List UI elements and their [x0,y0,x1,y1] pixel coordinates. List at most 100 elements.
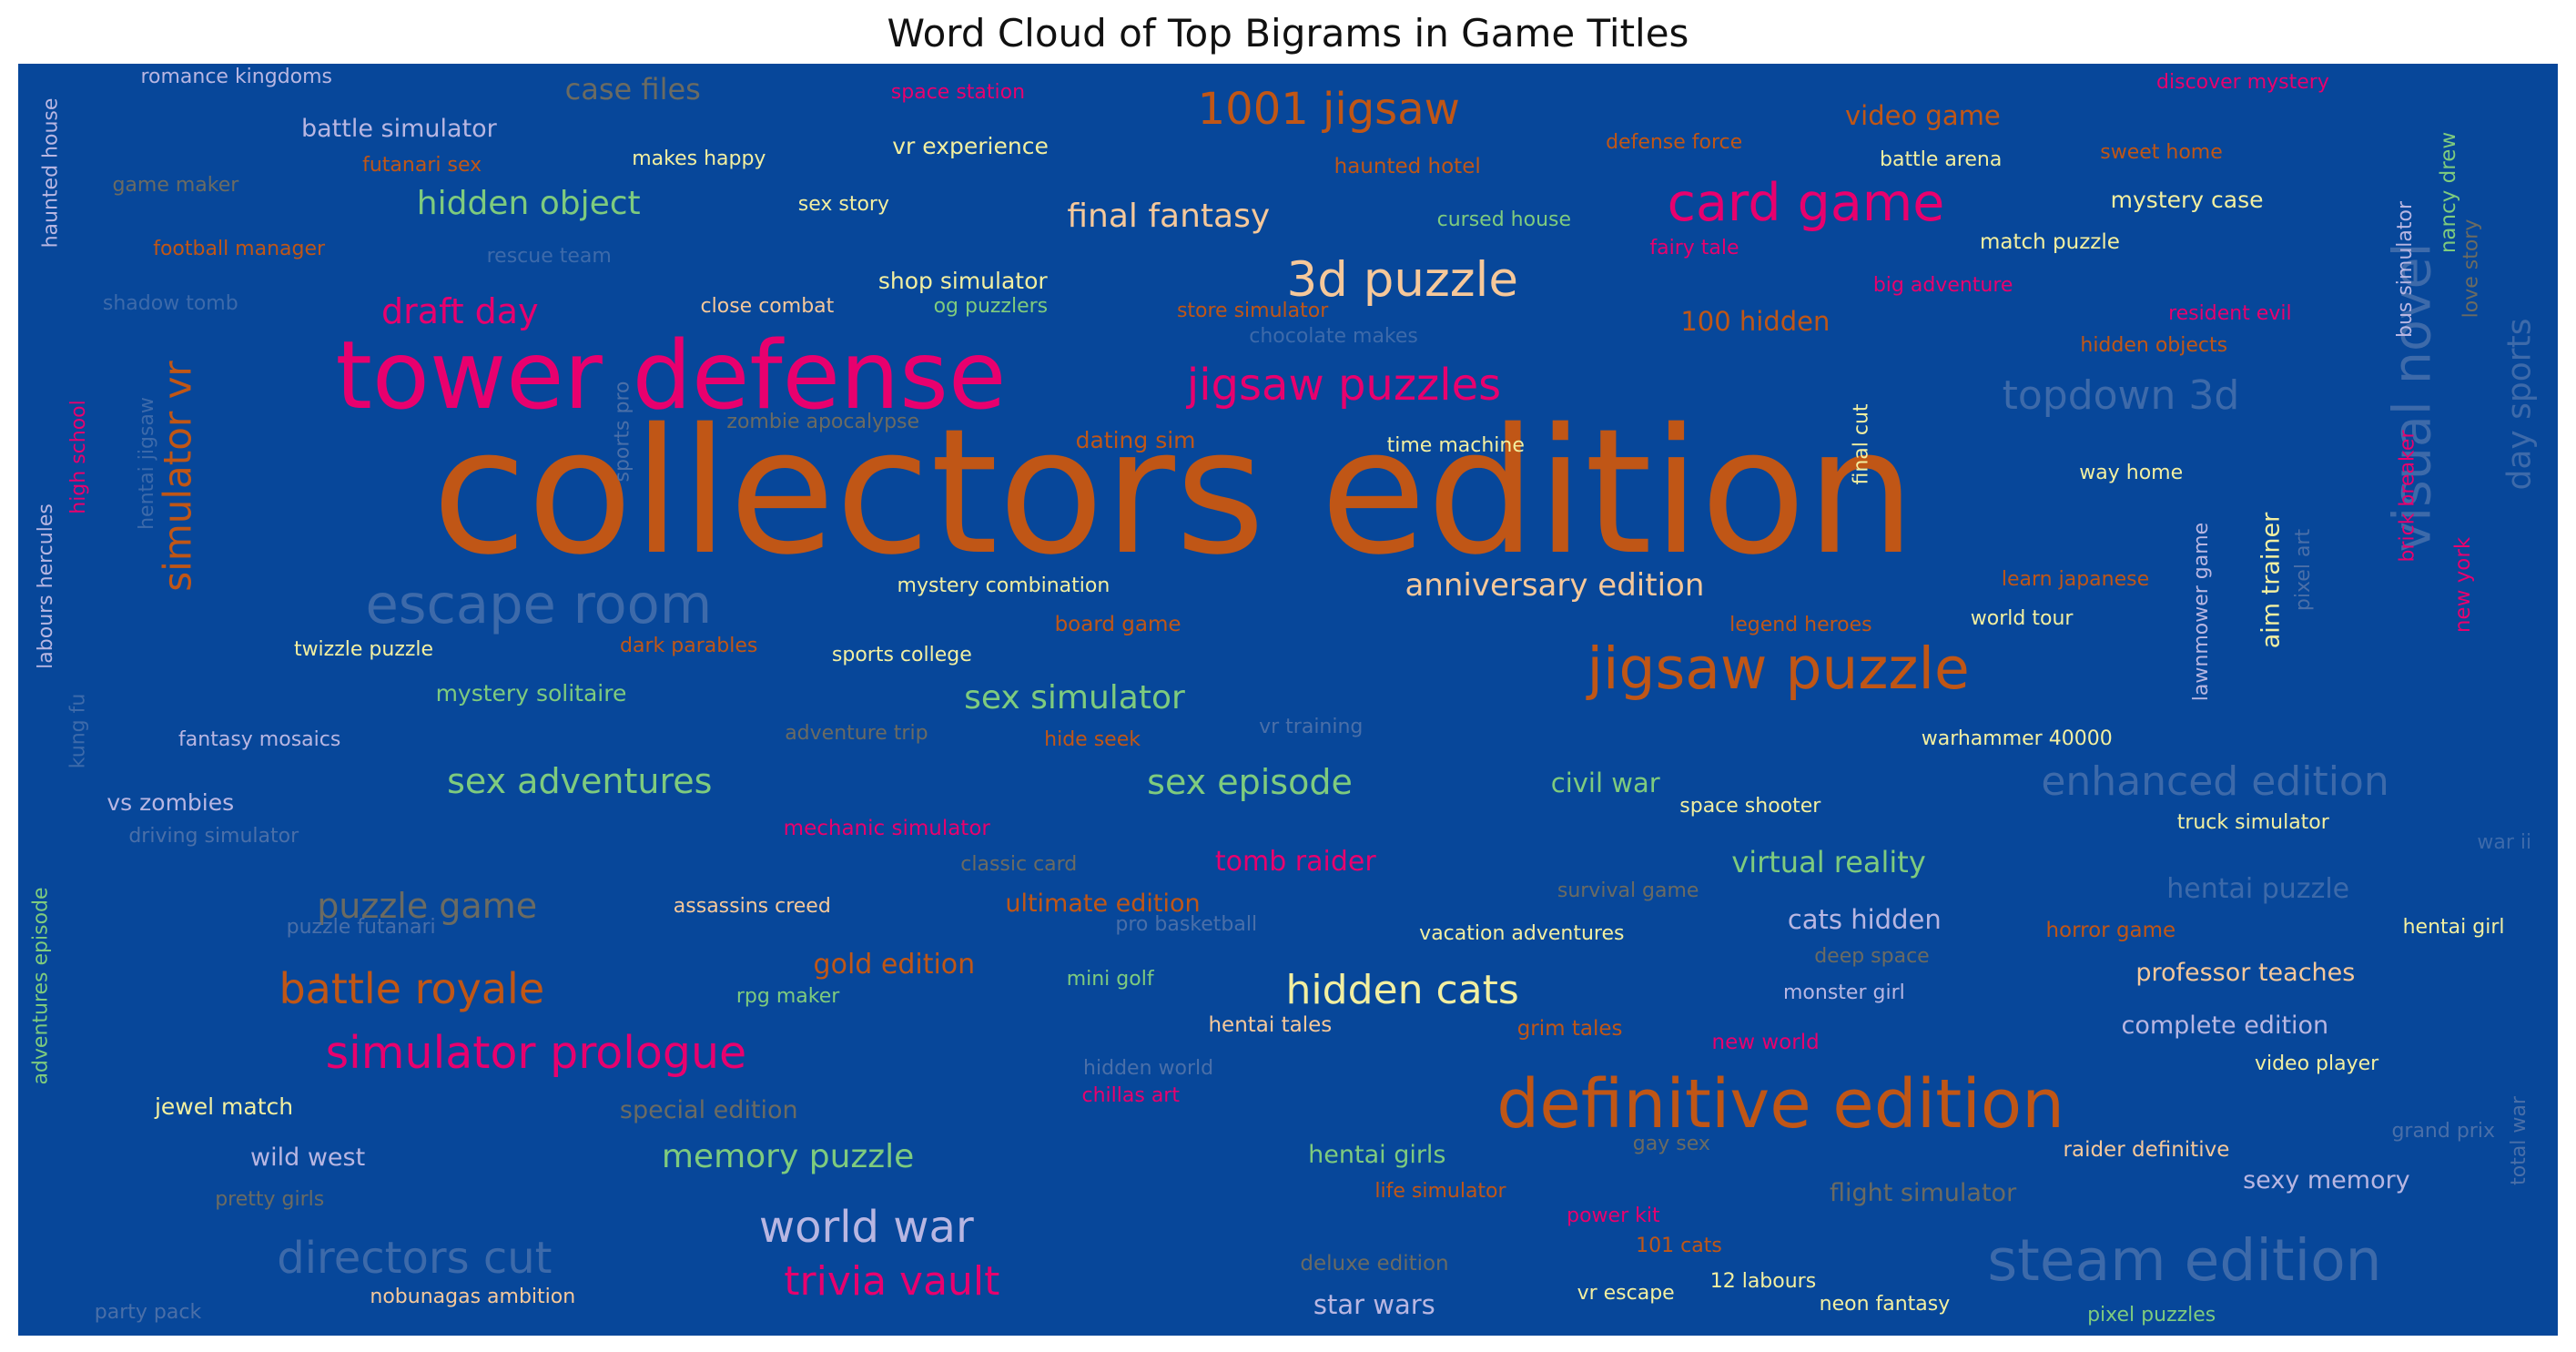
chart-title: Word Cloud of Top Bigrams in Game Titles [887,11,1689,56]
word-love-story: love story [2459,219,2482,319]
word-new-world: new world [1711,1031,1820,1055]
word-aim-trainer: aim trainer [2256,512,2285,648]
word-case-files: case files [564,71,701,107]
word-ultimate-edition: ultimate edition [1005,889,1201,918]
word-sports-college: sports college [831,643,972,666]
word-cursed-house: cursed house [1436,208,1572,231]
word-puzzle-game: puzzle game [317,885,538,926]
word-life-simulator: life simulator [1374,1180,1506,1204]
word-card-game: card game [1667,173,1945,234]
word-truck-simulator: truck simulator [2176,811,2329,834]
word-sweet-home: sweet home [2100,140,2223,164]
word-escape-room: escape room [365,573,713,636]
word-grand-prix: grand prix [2391,1120,2495,1144]
word-star-wars: star wars [1313,1288,1435,1320]
word-professor-teaches: professor teaches [2135,959,2356,988]
word-dating-sim: dating sim [1075,427,1196,453]
word-space-shooter: space shooter [1679,794,1821,818]
word-futanari-sex: futanari sex [362,153,482,177]
word-final-fantasy: final fantasy [1067,197,1271,235]
word-complete-edition: complete edition [2121,1011,2329,1040]
word-og-puzzlers: og puzzlers [933,294,1049,318]
word-3d-puzzle: 3d puzzle [1286,251,1518,308]
word-pretty-girls: pretty girls [215,1187,325,1211]
word-simulator-vr: simulator vr [155,360,200,592]
word-hentai-puzzle: hentai puzzle [2166,872,2350,905]
word-vr-training: vr training [1259,716,1364,739]
word-jewel-match: jewel match [154,1093,294,1121]
word-sex-episode: sex episode [1147,762,1353,803]
word-kung-fu: kung fu [66,694,90,769]
word-sex-adventures: sex adventures [447,760,713,801]
word-adventures-episode: adventures episode [29,887,53,1085]
word-romance-kingdoms: romance kingdoms [140,66,333,89]
word-hidden-cats: hidden cats [1285,967,1519,1014]
word-100-hidden: 100 hidden [1680,306,1831,338]
word-haunted-house: haunted house [39,97,63,249]
word-wild-west: wild west [250,1143,366,1172]
word-memory-puzzle: memory puzzle [661,1138,915,1176]
word-makes-happy: makes happy [632,147,766,170]
word-sports-pro: sports pro [611,381,634,483]
word-brick-breaker: brick breaker [2396,430,2419,563]
word-steam-edition: steam edition [1987,1227,2382,1295]
word-grim-tales: grim tales [1516,1016,1623,1041]
word-high-school: high school [66,399,90,514]
word-day-sports: day sports [2500,318,2539,491]
word-discover-mystery: discover mystery [2156,70,2329,94]
word-twizzle-puzzle: twizzle puzzle [293,638,434,662]
word-nobunagas-ambition: nobunagas ambition [370,1286,576,1309]
word-battle-arena: battle arena [1880,148,2003,172]
word-neon-fantasy: neon fantasy [1819,1293,1951,1316]
word-battle-royale: battle royale [279,963,545,1013]
word-pixel-art: pixel art [2292,528,2316,612]
word-time-machine: time machine [1386,434,1525,458]
word-special-edition: special edition [619,1096,798,1125]
word-deluxe-edition: deluxe edition [1300,1252,1449,1276]
word-civil-war: civil war [1550,767,1660,799]
word-mechanic-simulator: mechanic simulator [783,817,990,841]
word-driving-simulator: driving simulator [128,825,299,849]
word-defense-force: defense force [1606,130,1743,154]
word-directors-cut: directors cut [277,1232,553,1284]
word-board-game: board game [1054,612,1182,636]
word-mystery-solitaire: mystery solitaire [435,680,627,706]
word-close-combat: close combat [700,294,835,318]
word-warhammer-40000: warhammer 40000 [1921,727,2113,750]
word-pro-basketball: pro basketball [1115,912,1258,936]
word-fairy-tale: fairy tale [1649,236,1739,259]
word-rpg-maker: rpg maker [735,985,840,1009]
word-draft-day: draft day [380,291,539,332]
word-cats-hidden: cats hidden [1787,903,1942,935]
word-101-cats: 101 cats [1636,1235,1722,1258]
word-mini-golf: mini golf [1066,967,1154,991]
word-pixel-puzzles: pixel puzzles [2087,1303,2216,1327]
word-simulator-prologue: simulator prologue [325,1027,747,1080]
word-collectors-edition: collectors edition [431,391,1916,593]
word-vr-experience: vr experience [892,133,1049,160]
word-football-manager: football manager [153,237,326,260]
word-mystery-case: mystery case [2110,186,2264,213]
word-store-simulator: store simulator [1176,300,1329,323]
word-battle-simulator: battle simulator [301,114,497,143]
word-tomb-raider: tomb raider [1214,846,1376,879]
word-party-pack: party pack [94,1300,202,1324]
word-assassins-creed: assassins creed [673,895,831,919]
word-fantasy-mosaics: fantasy mosaics [178,728,341,752]
word-final-cut: final cut [1850,403,1873,485]
word-horror-game: horror game [2045,919,2176,943]
word-match-puzzle: match puzzle [1980,230,2120,255]
word-hentai-girls: hentai girls [1308,1141,1446,1170]
word-mystery-combination: mystery combination [897,574,1111,598]
word-learn-japanese: learn japanese [2001,568,2150,592]
word-trivia-vault: trivia vault [784,1258,1000,1306]
word-hentai-girl: hentai girl [2402,915,2505,939]
word-nancy-drew: nancy drew [2436,131,2460,253]
word-deep-space: deep space [1814,944,1930,968]
word-monster-girl: monster girl [1783,981,1905,1005]
word-vs-zombies: vs zombies [106,789,235,817]
word-cloud-panel: collectors edition tower defense definitiv… [18,64,2558,1336]
word-video-player: video player [2254,1052,2379,1076]
word-zombie-apocalypse: zombie apocalypse [726,410,920,433]
word-labours-hercules: labours hercules [34,503,57,669]
